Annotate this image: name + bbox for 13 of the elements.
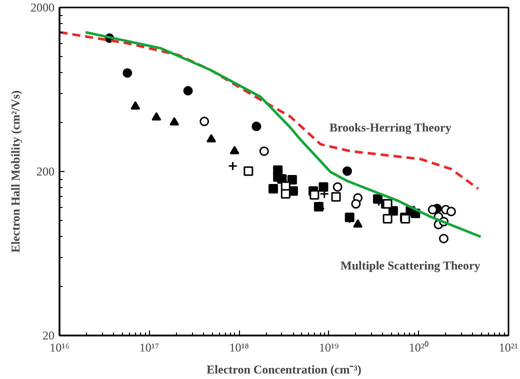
x-tick-label: 10¹⁷	[139, 340, 160, 354]
y-tick-label: 2000	[30, 0, 54, 14]
y-tick-label: 20	[42, 328, 54, 342]
x-tick-label: 10²¹	[498, 340, 518, 354]
y-axis-title: Electron Hall Mobility (cm²/Vs)	[8, 90, 22, 253]
x-tick-label: 10¹⁸	[229, 340, 249, 354]
annotation: Brooks-Herring Theory	[329, 120, 452, 134]
x-tick-label: 10¹⁶	[50, 340, 70, 354]
x-tick-label: 10¹⁹	[319, 340, 339, 354]
annotation: Multiple Scattering Theory	[340, 258, 480, 272]
x-axis-title: Electron Concentration (cm⁻³)	[206, 362, 362, 376]
x-tick-label: 10²⁰	[408, 340, 429, 354]
y-tick-label: 200	[36, 164, 54, 178]
